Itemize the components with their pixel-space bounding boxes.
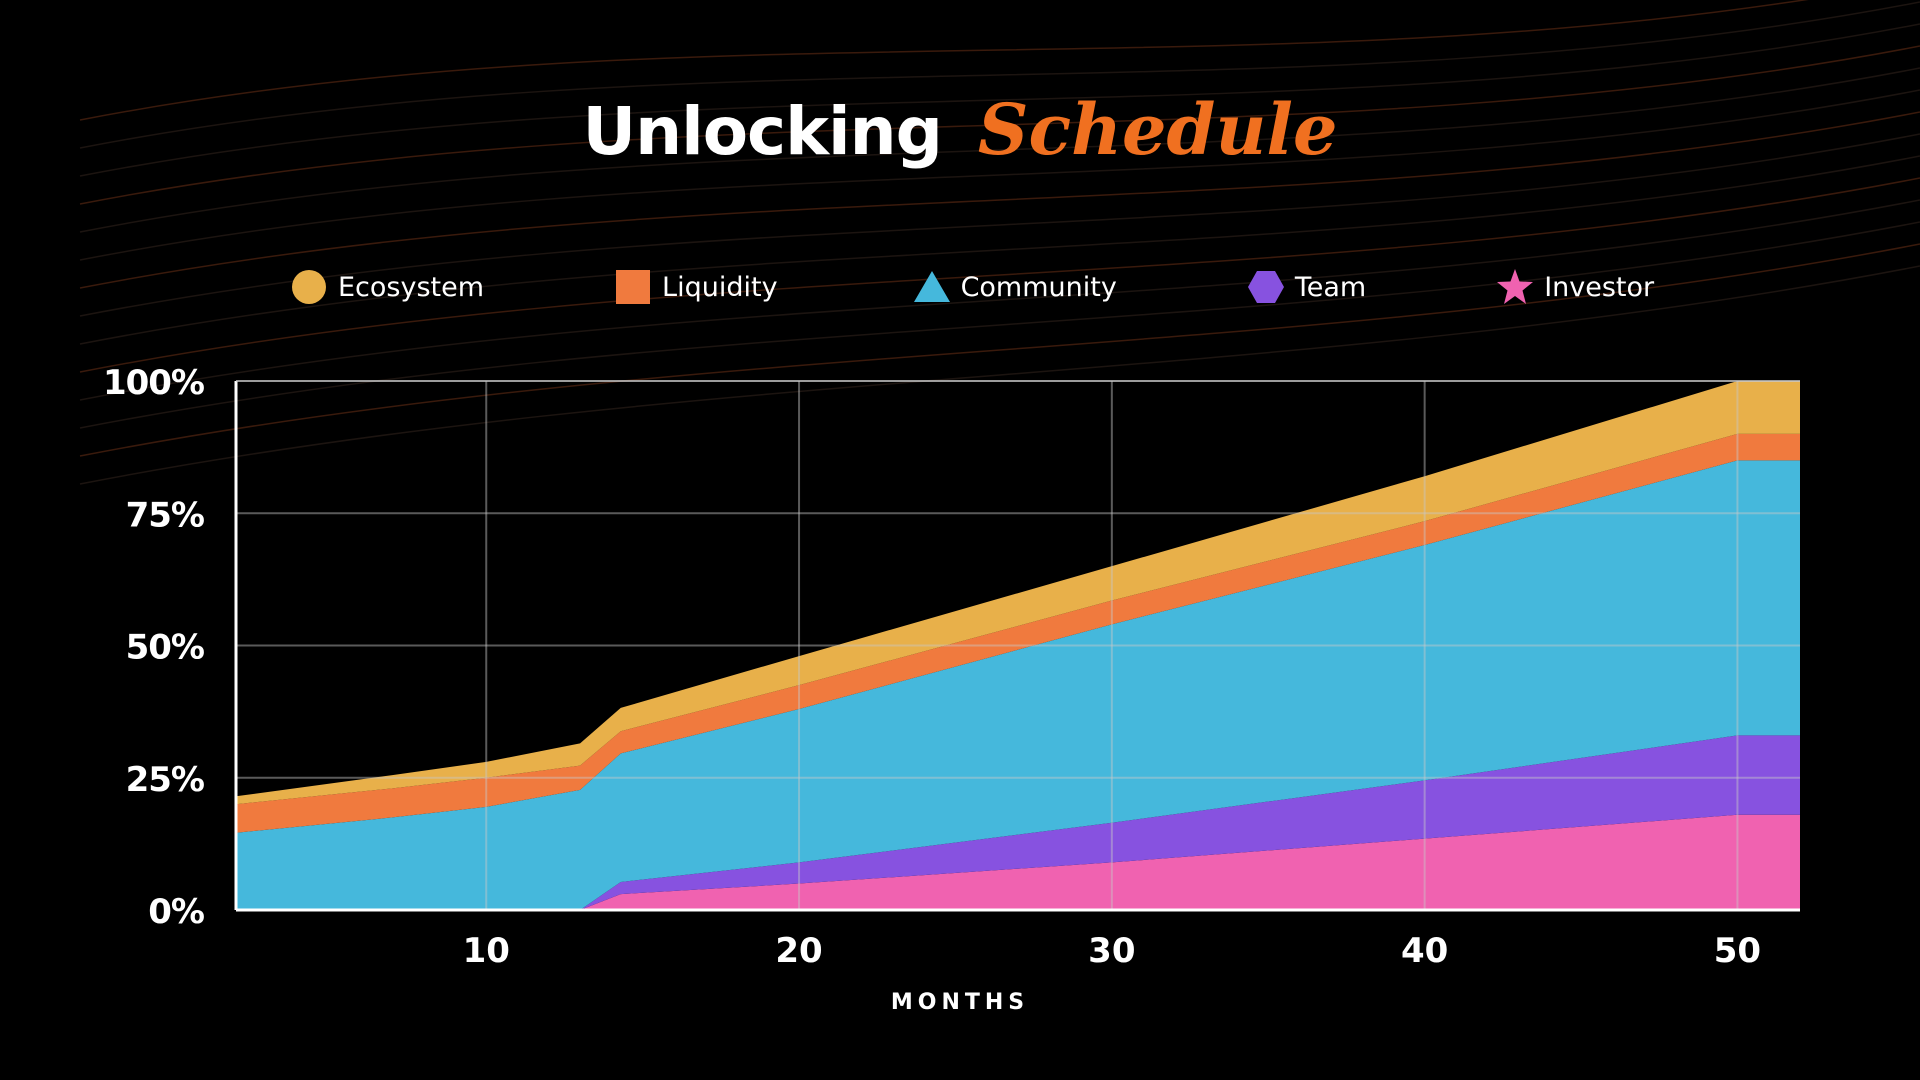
area-community [236,460,1800,910]
y-tick-label: 100% [103,363,204,403]
legend-label: Liquidity [662,271,778,303]
square-icon [616,270,651,304]
x-tick-label: 40 [1401,931,1448,971]
title-unlocking: Unlocking [582,93,943,170]
circle-icon [292,270,326,304]
background-wave-line [79,23,1920,177]
x-axis-label: MONTHS [890,990,1030,1015]
area-ecosystem [236,381,1800,805]
background-wave-line [79,67,1920,233]
area-liquidity [236,433,1800,833]
background-wave-line [79,155,1920,345]
background-wave-line [79,89,1920,261]
legend-item-community: Community [913,268,1117,306]
legend-label: Community [960,271,1117,303]
x-tick-label: 20 [775,931,822,971]
x-tick-label: 10 [463,931,510,971]
background-wave-line [79,111,1920,289]
star-icon [1497,269,1534,304]
legend-item-liquidity: Liquidity [614,268,778,306]
x-tick-label: 30 [1088,931,1135,971]
legend-label: Ecosystem [338,271,485,303]
legend-item-team: Team [1247,268,1366,306]
y-tick-label: 75% [126,495,204,535]
legend-label: Investor [1544,271,1655,303]
background-wave-line [79,243,1920,457]
y-tick-label: 50% [126,628,204,668]
background-wave-line [79,199,1920,401]
area-team [236,735,1800,910]
y-tick-label: 0% [148,892,204,932]
background-wave-line [79,133,1920,317]
legend-label: Team [1294,271,1367,303]
hexagon-icon [1247,271,1284,303]
triangle-icon [913,271,950,302]
background-wave-line [79,265,1920,485]
background-wave-line [79,221,1920,429]
title-schedule: Schedule [977,88,1338,171]
page-title: Unlocking Schedule [0,88,1920,171]
x-tick-label: 50 [1714,931,1761,971]
background-wave-line [79,0,1809,121]
background-wave-line [79,177,1920,373]
legend-item-investor: Investor [1496,268,1654,306]
background-wave-line [79,1,1920,149]
area-investor [236,814,1800,910]
y-tick-label: 25% [126,760,204,800]
legend-item-ecosystem: Ecosystem [290,268,484,306]
chart-legend: Ecosystem Liquidity Community Team Investor [290,268,1654,306]
background-wave-line [79,45,1920,205]
